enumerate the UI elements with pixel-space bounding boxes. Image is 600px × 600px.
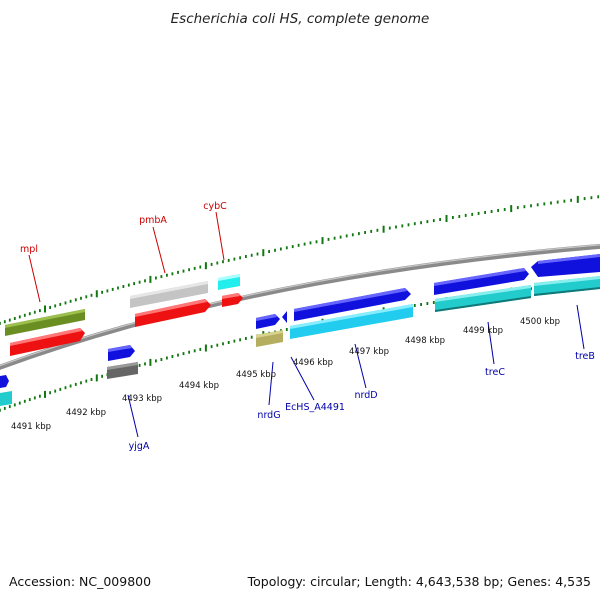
feature-treC-teal[interactable] [435, 285, 531, 312]
kbp-label-4496: 4496 kbp [293, 358, 333, 368]
feature-cybC-cds[interactable] [222, 293, 243, 307]
feature-pmbA-cds[interactable] [135, 299, 211, 327]
leader-nrdD [354, 343, 367, 389]
gene-label-treB[interactable]: treB [575, 351, 595, 362]
feature-EcHS_A4491-cds[interactable] [282, 311, 287, 323]
kbp-label-4498: 4498 kbp [405, 336, 445, 346]
outer-tick-track [0, 195, 600, 325]
genome-backbone-highlight [0, 244, 600, 367]
kbp-label-4497: 4497 kbp [349, 347, 389, 357]
footer-accession: Accession: NC_009800 [9, 574, 151, 589]
feature-pmbA-gray[interactable] [130, 281, 208, 308]
leader-cybC [215, 211, 225, 261]
feature-mpl-cds[interactable] [10, 328, 85, 356]
leader-treB [576, 304, 585, 350]
kbp-label-4499: 4499 kbp [463, 326, 503, 336]
feature-yjgA-cds[interactable] [108, 345, 135, 361]
leader-nrdG [268, 361, 274, 406]
feature-treC-cds[interactable] [434, 268, 529, 295]
feature-nrdD-cds[interactable] [294, 288, 411, 321]
kbp-label-4495: 4495 kbp [236, 370, 276, 380]
kbp-label-4493: 4493 kbp [122, 394, 162, 404]
gene-label-pmbA[interactable]: pmbA [139, 215, 167, 226]
feature-treB-teal[interactable] [534, 276, 600, 296]
leader-yjgA [127, 394, 139, 438]
feature-nrdG-khaki[interactable] [256, 330, 283, 347]
feature-left-edge-blue[interactable] [0, 375, 9, 388]
leader-EcHS_A4491 [290, 356, 315, 401]
leader-pmbA [152, 226, 166, 274]
map-title: Escherichia coli HS, complete genome [171, 11, 430, 27]
kbp-label-4494: 4494 kbp [179, 381, 219, 391]
gene-label-nrdD[interactable]: nrdD [354, 390, 377, 401]
feature-nrdD-cyan[interactable] [290, 304, 413, 339]
feature-nrdG-cds[interactable] [256, 314, 280, 329]
feature-left-edge-cyan[interactable] [0, 391, 12, 406]
gene-label-mpl[interactable]: mpl [20, 244, 38, 255]
kbp-label-4492: 4492 kbp [66, 408, 106, 418]
gene-label-cybC[interactable]: cybC [203, 201, 227, 212]
top-strand-leaders [28, 211, 225, 303]
kbp-label-4500: 4500 kbp [520, 317, 560, 327]
gene-label-EcHS_A4491[interactable]: EcHS_A4491 [285, 402, 345, 413]
bottom-strand-leaders [127, 304, 585, 438]
footer-summary: Topology: circular; Length: 4,643,538 bp… [247, 574, 591, 589]
gene-label-yjgA[interactable]: yjgA [129, 441, 150, 452]
gene-label-nrdG[interactable]: nrdG [257, 410, 280, 421]
feature-cybC-cyan[interactable] [218, 274, 240, 290]
leader-treC [487, 321, 495, 365]
gene-label-treC[interactable]: treC [485, 367, 505, 378]
feature-mpl-olive[interactable] [5, 309, 85, 336]
kbp-label-4491: 4491 kbp [11, 422, 51, 432]
feature-treB-cds[interactable] [531, 254, 600, 277]
leader-mpl [28, 254, 41, 303]
feature-yjgA-gray[interactable] [107, 362, 138, 379]
genome-backbone [0, 243, 600, 370]
